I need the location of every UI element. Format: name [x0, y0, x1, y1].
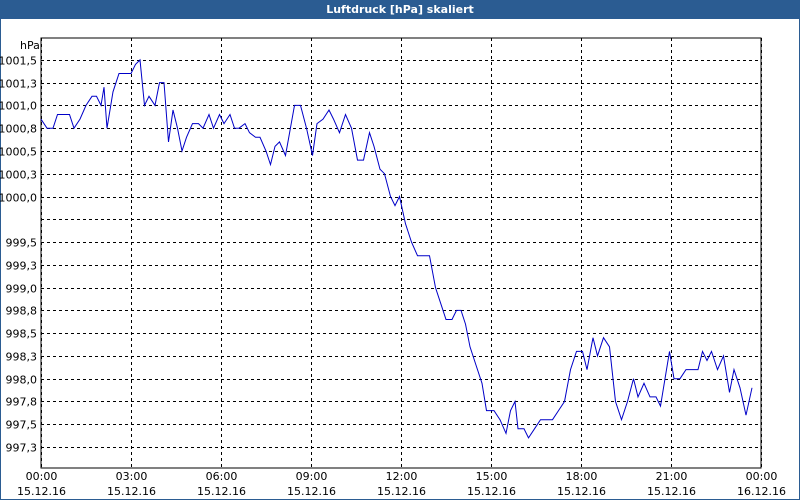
y-tick-label: 1000,8: [0, 123, 37, 136]
y-tick-label: 997,5: [6, 419, 38, 432]
y-tick-label: 999,0: [6, 283, 38, 296]
data-line: [40, 58, 753, 439]
x-tick-label: 03:00: [116, 470, 148, 483]
y-tick-label: 1001,0: [0, 100, 37, 113]
x-tick-date: 15.12.16: [287, 485, 336, 498]
y-tick-label: 1000,3: [0, 169, 37, 182]
x-tick-date: 15.12.16: [647, 485, 696, 498]
y-unit: hPa: [20, 39, 40, 52]
y-tick-label: 1000,0: [0, 192, 37, 205]
x-tick-date: 15.12.16: [17, 485, 66, 498]
y-tick-label: 1000,5: [0, 146, 37, 159]
chart-title: Luftdruck [hPa] skaliert: [326, 3, 474, 16]
y-tick-label: 998,5: [6, 328, 38, 341]
x-tick-date: 16.12.16: [737, 485, 786, 498]
x-tick-date: 15.12.16: [197, 485, 246, 498]
x-tick-label: 21:00: [656, 470, 688, 483]
x-tick-label: 18:00: [566, 470, 598, 483]
y-tick-label: 997,8: [6, 396, 38, 409]
x-tick-date: 15.12.16: [467, 485, 516, 498]
x-tick-label: 00:00: [746, 470, 778, 483]
x-tick-label: 12:00: [386, 470, 418, 483]
x-tick-date: 15.12.16: [377, 485, 426, 498]
x-tick-date: 15.12.16: [107, 485, 156, 498]
y-tick-label: 999,3: [6, 260, 38, 273]
y-tick-label: 998,3: [6, 351, 38, 364]
y-tick-label: 999,5: [6, 237, 38, 250]
x-tick-label: 09:00: [296, 470, 328, 483]
y-tick-label: 998,8: [6, 305, 38, 318]
title-bar: [0, 0, 800, 19]
y-tick-label: 1001,3: [0, 78, 37, 91]
y-tick-label: 1001,5: [0, 55, 37, 68]
y-tick-label: 997,3: [6, 442, 38, 455]
x-tick-label: 00:00: [26, 470, 58, 483]
x-tick-label: 06:00: [206, 470, 238, 483]
x-tick-date: 15.12.16: [557, 485, 606, 498]
y-tick-label: 998,0: [6, 374, 38, 387]
x-tick-label: 15:00: [476, 470, 508, 483]
